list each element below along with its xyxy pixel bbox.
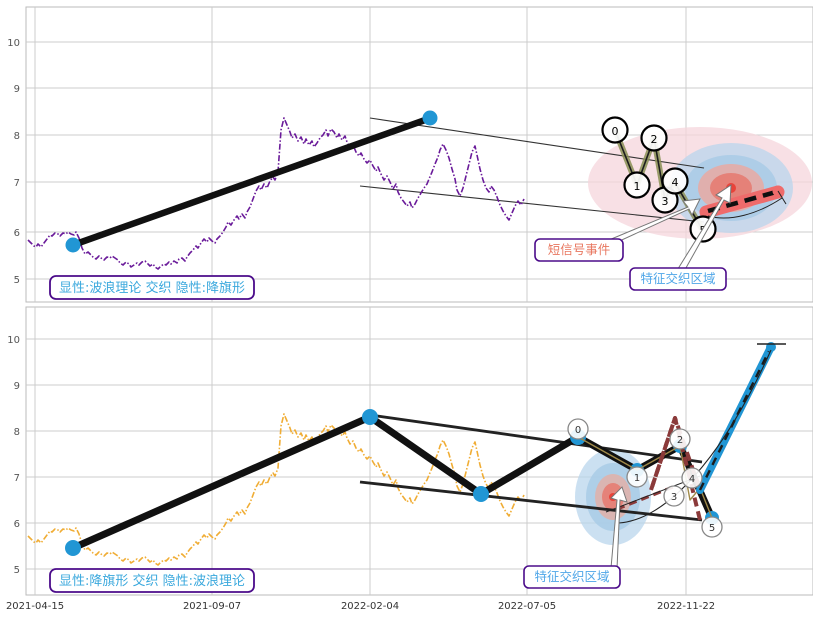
legend-top-label: 显性:波浪理论 交织 隐性:降旗形 [59,280,245,296]
y-tick-top-9: 9 [14,84,20,95]
y-tick-top-6: 6 [14,228,20,239]
bottom-panel: 10 9 8 7 6 5 [7,306,813,596]
y-tick-top-10: 10 [7,38,20,49]
bottom-flag-channel-upper-line [369,413,703,464]
x-tick-3: 2022-07-05 [498,601,556,612]
top-impulse-leg [69,115,432,249]
y-tick-bottom-8: 8 [14,427,20,438]
annotation-feature-zone-top[interactable]: 特征交织区域 [629,267,727,291]
top-annotation-arrow-zone [675,184,732,276]
bottom-forecast-down-2 [649,416,702,491]
bottom-wave-label-2: 2 [669,428,691,450]
bottom-wave-label-1: 1 [626,466,648,488]
y-tick-bottom-5: 5 [14,565,20,576]
bottom-wave-label-3: 3 [663,485,685,507]
y-tick-top-8: 8 [14,131,20,142]
legend-bottom-label: 显性:降旗形 交织 隐性:波浪理论 [59,573,245,589]
svg-text:3: 3 [671,492,677,503]
annotation-feature-zone-top-label: 特征交织区域 [640,271,715,286]
bottom-wave-label-4: 4 [681,467,703,489]
top-wave-label-4: 4 [661,167,689,195]
bottom-annotation-arrow-zone [610,486,628,570]
svg-text:1: 1 [634,473,640,484]
bottom-price-line [27,413,525,566]
top-wave-label-2: 2 [640,124,668,152]
top-wave-labels: 0 1 2 3 4 [601,116,717,243]
y-tick-bottom-10: 10 [7,335,20,346]
top-y-axis-labels: 10 9 8 7 6 5 [7,38,20,286]
y-tick-bottom-6: 6 [14,519,20,530]
svg-text:4: 4 [689,474,695,485]
annotation-feature-zone-bottom-label: 特征交织区域 [534,569,609,584]
x-tick-1: 2021-09-07 [183,601,241,612]
legend-top[interactable]: 显性:波浪理论 交织 隐性:降旗形 [49,275,255,300]
y-tick-top-5: 5 [14,275,20,286]
x-axis-labels: 2021-04-15 2021-09-07 2022-02-04 2022-07… [6,601,715,612]
svg-text:0: 0 [575,425,581,436]
x-tick-0: 2021-04-15 [6,601,64,612]
bottom-flag-channel-lower-line [359,480,703,522]
svg-text:3: 3 [662,195,669,208]
x-tick-4: 2022-11-22 [657,601,715,612]
svg-text:4: 4 [672,176,679,189]
top-wave-label-0: 0 [601,116,629,144]
top-price-line [27,117,525,270]
svg-text:2: 2 [677,435,683,446]
x-tick-2: 2022-02-04 [341,601,399,612]
top-anchor-start-marker [65,237,81,253]
bottom-flag-channel [359,413,703,522]
svg-text:5: 5 [709,523,715,534]
annotation-short-signal-event[interactable]: 短信号事件 [534,238,624,262]
bottom-forecast-up-dash [698,346,773,491]
bottom-wave-label-5: 5 [701,516,723,538]
svg-text:0: 0 [612,125,619,138]
y-tick-bottom-7: 7 [14,473,20,484]
top-panel: 10 9 8 7 6 5 [7,6,813,303]
svg-text:1: 1 [634,180,641,193]
legend-bottom[interactable]: 显性:降旗形 交织 隐性:波浪理论 [49,568,255,593]
bottom-wave-labels: 0 1 2 3 4 [567,418,723,538]
y-tick-top-7: 7 [14,178,20,189]
bottom-y-axis-labels: 10 9 8 7 6 5 [7,335,20,576]
top-wave-label-1: 1 [623,171,651,199]
annotation-short-signal-event-label: 短信号事件 [548,242,611,257]
y-tick-bottom-9: 9 [14,381,20,392]
annotation-feature-zone-bottom[interactable]: 特征交织区域 [523,565,621,589]
top-anchor-peak-marker [422,110,438,126]
bottom-wave-label-0: 0 [567,418,589,440]
flag-channel-lower-line [359,185,705,223]
svg-text:2: 2 [651,133,658,146]
